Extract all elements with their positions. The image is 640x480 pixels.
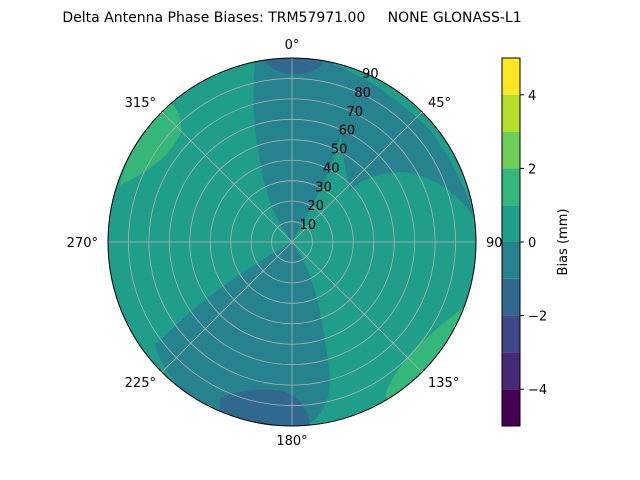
contour-region-northeast-edge <box>322 60 476 220</box>
radial-tick-label: 30 <box>315 180 332 195</box>
colorbar-band <box>502 205 520 242</box>
angle-tick-label: 180° <box>276 434 307 449</box>
radial-tick-label: 50 <box>331 143 348 158</box>
colorbar-band <box>502 242 520 279</box>
radial-tick-label: 60 <box>339 124 356 139</box>
colorbar-ticks: −4 −2 0 2 4 <box>520 89 547 398</box>
radial-tick-label: 10 <box>300 218 317 233</box>
colorbar-band <box>502 389 520 426</box>
angle-gridline <box>161 111 293 243</box>
colorbar-bands <box>502 58 520 426</box>
colorbar-band <box>502 315 520 353</box>
spoke-grid <box>108 58 476 426</box>
colorbar-band <box>502 278 520 316</box>
angle-tick-label: 45° <box>428 96 451 111</box>
colorbar-label: Bias (mm) <box>556 209 571 276</box>
radial-tick-label: 40 <box>323 161 340 176</box>
contour-region-southwest-band <box>155 242 330 426</box>
radial-tick-labels: 10 20 30 40 50 60 70 80 90 <box>300 67 379 233</box>
chart-title: Delta Antenna Phase Biases: TRM57971.00 … <box>62 10 521 26</box>
angle-tick-label: 315° <box>125 96 156 111</box>
colorbar-tick-label: −2 <box>528 310 547 325</box>
colorbar-band <box>502 131 520 169</box>
radial-tick-label: 80 <box>354 86 371 101</box>
angle-tick-label: 270° <box>67 236 98 251</box>
colorbar: −4 −2 0 2 4 Bias (mm) <box>501 57 571 427</box>
colorbar-band <box>502 352 520 390</box>
radial-tick-label: 20 <box>307 199 324 214</box>
radial-tick-label: 90 <box>362 67 379 82</box>
angle-gridline <box>291 111 423 243</box>
polar-plot-area: 10 20 30 40 50 60 70 80 90 0° 45° 90 135° 180° 225° 27… <box>67 38 503 449</box>
colorbar-band <box>502 168 520 206</box>
angle-gridline <box>291 241 423 373</box>
radial-tick-label: 70 <box>346 105 363 120</box>
angle-tick-labels: 0° 45° 90 135° 180° 225° 270° 315° <box>67 38 503 449</box>
contour-region-northwest-edge <box>120 100 182 185</box>
colorbar-tick-label: 2 <box>528 162 536 177</box>
angle-tick-label: 135° <box>428 376 459 391</box>
angle-tick-label: 225° <box>125 376 156 391</box>
angle-tick-label: 0° <box>285 38 300 53</box>
colorbar-tick-label: 0 <box>528 236 536 251</box>
angle-gridline <box>161 241 293 373</box>
colorbar-tick-label: −4 <box>528 383 547 398</box>
colorbar-band <box>502 94 520 132</box>
polar-outer-frame <box>107 57 477 427</box>
colorbar-tick-label: 4 <box>528 89 536 104</box>
angle-tick-label: 90 <box>486 236 503 251</box>
colorbar-band <box>502 58 520 95</box>
contour-region-north-lobe <box>253 60 346 242</box>
